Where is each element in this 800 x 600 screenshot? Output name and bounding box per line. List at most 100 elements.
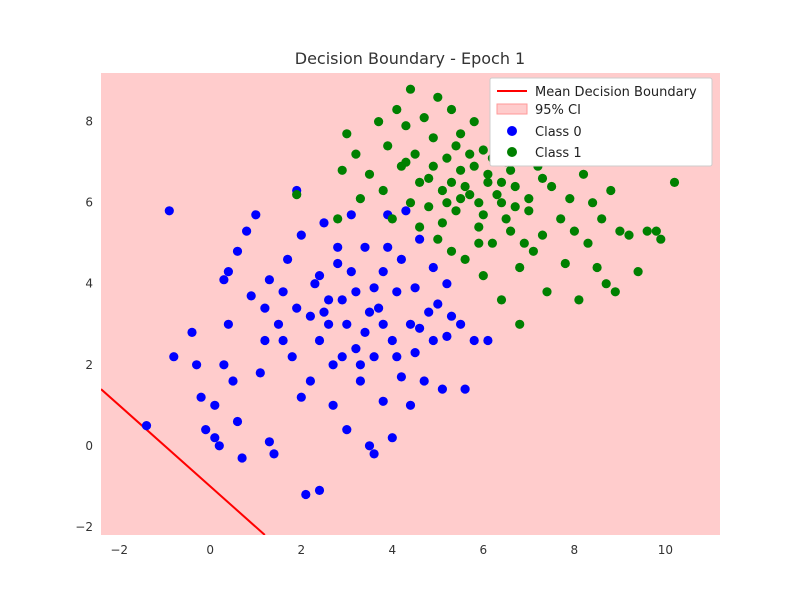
class-0-point: [369, 352, 379, 362]
class-1-point: [642, 226, 652, 236]
class-0-point: [269, 449, 279, 459]
class-0-point: [437, 384, 447, 394]
class-1-point: [456, 194, 466, 204]
class-0-point: [219, 275, 229, 285]
class-0-point: [346, 267, 356, 277]
class-0-point: [456, 319, 466, 329]
class-0-point: [324, 319, 334, 329]
class-0-point: [319, 307, 329, 317]
class-0-point: [378, 267, 388, 277]
y-tick-label: 6: [85, 196, 93, 210]
class-0-point: [424, 307, 434, 317]
class-1-point: [478, 210, 488, 220]
class-0-point: [278, 335, 288, 346]
class-0-point: [405, 319, 416, 329]
class-0-point: [187, 327, 197, 337]
class-0-point: [369, 449, 379, 459]
class-0-point: [392, 352, 402, 362]
class-1-point: [442, 198, 452, 208]
class-1-point: [496, 198, 507, 208]
class-1-point: [601, 279, 611, 289]
class-1-point: [364, 169, 375, 179]
class-0-point: [223, 267, 233, 277]
class-0-point: [314, 485, 325, 495]
class-0-point: [260, 303, 270, 313]
class-1-point: [515, 262, 525, 273]
class-0-point: [396, 254, 406, 264]
class-1-point: [405, 84, 416, 94]
class-1-point: [401, 121, 411, 131]
class-0-point: [351, 344, 361, 354]
legend-class1-label: Class 1: [535, 146, 582, 161]
class-0-point: [301, 489, 311, 500]
class-1-point: [437, 218, 447, 228]
class-1-point: [492, 190, 502, 200]
class-1-point: [501, 214, 511, 224]
class-0-point: [351, 287, 361, 297]
class-0-point: [337, 352, 347, 362]
class-0-point: [169, 352, 179, 362]
class-0-point: [328, 400, 338, 410]
class-0-point: [469, 335, 479, 346]
class-0-point: [342, 425, 352, 435]
class-1-point: [592, 262, 602, 273]
class-0-point: [232, 246, 243, 256]
class-1-point: [456, 129, 466, 139]
class-1-point: [496, 295, 507, 305]
class-0-point: [392, 287, 402, 297]
legend-class1-swatch: [507, 147, 517, 157]
class-0-point: [387, 335, 397, 346]
class-0-point: [378, 319, 388, 329]
class-0-point: [278, 287, 288, 297]
class-1-point: [615, 226, 625, 236]
class-1-point: [569, 226, 580, 236]
legend-class0-swatch: [507, 126, 517, 136]
class-0-point: [378, 396, 388, 406]
class-1-point: [524, 194, 534, 204]
class-0-point: [410, 283, 420, 293]
legend-box: [489, 77, 713, 167]
class-1-point: [351, 149, 361, 159]
class-0-point: [319, 218, 329, 228]
class-0-point: [328, 360, 338, 370]
class-1-point: [342, 129, 352, 139]
class-0-point: [355, 376, 365, 386]
class-1-point: [469, 161, 479, 171]
class-0-point: [410, 348, 420, 358]
x-axis-ticks: −2 0 2 4 6 8 10: [110, 543, 673, 557]
class-1-point: [483, 177, 493, 187]
class-1-point: [633, 267, 643, 277]
class-1-point: [474, 238, 484, 248]
class-0-point: [164, 206, 174, 216]
class-0-point: [415, 234, 425, 244]
class-1-point: [469, 117, 479, 127]
class-1-point: [478, 145, 488, 155]
class-0-point: [333, 242, 343, 252]
x-tick-label: 10: [658, 543, 673, 557]
class-1-point: [537, 230, 548, 240]
class-1-point: [383, 141, 393, 151]
class-1-point: [542, 287, 552, 297]
x-tick-label: −2: [110, 543, 128, 557]
class-1-point: [433, 234, 443, 244]
class-1-point: [337, 165, 347, 175]
class-1-point: [460, 181, 470, 192]
class-0-point: [374, 303, 384, 313]
y-tick-label: 8: [85, 115, 93, 129]
class-0-point: [355, 360, 365, 370]
class-1-point: [578, 169, 589, 179]
class-0-point: [264, 275, 274, 285]
class-1-point: [437, 185, 447, 196]
x-tick-label: 2: [297, 543, 305, 557]
class-0-point: [242, 226, 252, 236]
class-0-point: [483, 335, 493, 346]
class-0-point: [314, 335, 325, 346]
class-0-point: [333, 258, 343, 269]
class-1-point: [574, 295, 584, 305]
class-0-point: [196, 392, 206, 402]
class-1-point: [537, 173, 548, 183]
class-1-point: [405, 198, 416, 208]
class-0-point: [360, 242, 370, 252]
class-0-point: [460, 384, 470, 394]
class-0-point: [192, 360, 202, 370]
